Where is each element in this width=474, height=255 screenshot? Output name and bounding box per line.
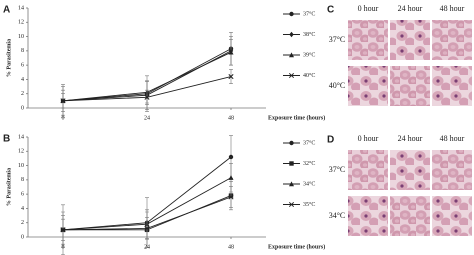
legend-label: 37°C	[303, 139, 315, 146]
micrograph	[432, 20, 472, 60]
marker	[289, 11, 294, 17]
x-axis-label: Exposure time (hours)	[268, 114, 325, 121]
y-tick-label: 0	[21, 234, 24, 240]
y-tick-label: 12	[18, 149, 24, 155]
x-tick-label: 48	[228, 115, 234, 121]
marker	[228, 194, 234, 200]
legend-label: 37°C	[303, 10, 315, 17]
micrograph	[432, 66, 472, 106]
x-tick-label: 48	[228, 244, 234, 250]
x-tick-label: 0	[62, 115, 65, 121]
y-axis-label: % Parasitemia	[6, 39, 12, 77]
micrograph	[348, 196, 388, 236]
column-header: 0 hour	[358, 4, 379, 13]
y-tick-label: 6	[21, 63, 24, 69]
micrograph	[432, 196, 472, 236]
y-tick-label: 4	[21, 77, 24, 83]
column-header: 0 hour	[358, 134, 379, 143]
y-tick-label: 8	[21, 48, 24, 54]
panel-label: C	[327, 5, 334, 16]
x-axis-label: Exposure time (hours)	[268, 243, 325, 250]
micrograph	[348, 20, 388, 60]
panel-label: A	[3, 5, 10, 16]
x-tick-label: 24	[144, 115, 150, 121]
marker	[289, 52, 294, 58]
y-tick-label: 14	[18, 134, 24, 140]
marker	[288, 201, 295, 208]
marker	[60, 227, 66, 233]
column-header: 48 hour	[440, 134, 465, 143]
y-tick-label: 10	[18, 163, 24, 169]
row-label: 34°C	[329, 211, 346, 220]
y-tick-label: 6	[21, 192, 24, 198]
marker	[288, 72, 295, 79]
y-tick-label: 2	[21, 91, 24, 97]
micrograph	[390, 66, 430, 106]
marker	[228, 49, 234, 55]
panel-label: D	[327, 135, 334, 146]
marker	[228, 74, 234, 80]
marker	[144, 94, 150, 100]
row-label: 37°C	[329, 165, 346, 174]
row-label: 37°C	[329, 35, 346, 44]
y-tick-label: 0	[21, 105, 24, 111]
y-tick-label: 8	[21, 177, 24, 183]
y-tick-label: 14	[18, 5, 24, 11]
marker	[289, 31, 294, 38]
column-header: 48 hour	[440, 4, 465, 13]
legend-label: 40°C	[303, 72, 315, 79]
y-tick-label: 10	[18, 34, 24, 40]
y-tick-label: 2	[21, 220, 24, 226]
marker	[228, 175, 234, 180]
legend-label: 39°C	[303, 51, 315, 58]
legend-label: 34°C	[303, 180, 315, 187]
marker	[289, 140, 294, 146]
column-header: 24 hour	[398, 4, 423, 13]
micrograph	[390, 196, 430, 236]
micrograph	[432, 150, 472, 190]
marker	[144, 225, 150, 231]
marker	[60, 98, 66, 104]
y-axis-label: % Parasitemia	[6, 168, 12, 206]
column-header: 24 hour	[398, 134, 423, 143]
y-tick-label: 4	[21, 206, 24, 212]
micrograph	[390, 20, 430, 60]
micrograph	[348, 150, 388, 190]
marker	[228, 154, 234, 160]
micrograph	[390, 150, 430, 190]
legend-label: 35°C	[303, 201, 315, 208]
marker	[289, 161, 294, 166]
row-label: 40°C	[329, 81, 346, 90]
y-tick-label: 12	[18, 20, 24, 26]
legend-label: 38°C	[303, 31, 315, 38]
panel-label: B	[3, 134, 10, 145]
marker	[289, 181, 294, 187]
micrograph	[348, 66, 388, 106]
legend-label: 32°C	[303, 160, 315, 167]
